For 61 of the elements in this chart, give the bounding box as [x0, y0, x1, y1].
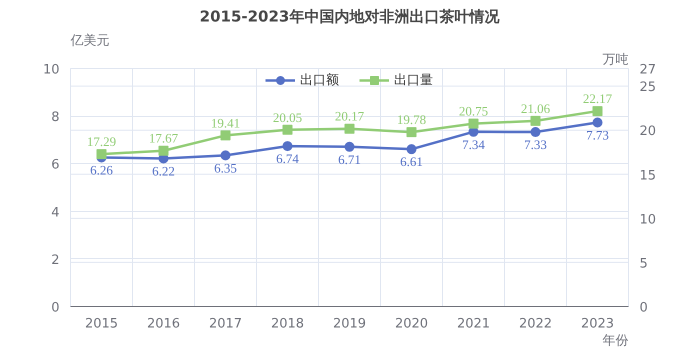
point [96, 149, 106, 160]
legend-label: 出口量 [394, 72, 433, 89]
x-tick-label: 2018 [270, 316, 304, 332]
point [530, 116, 540, 126]
point [220, 150, 230, 160]
data-label: 17.29 [86, 134, 116, 150]
data-label: 6.74 [276, 151, 300, 166]
data-label: 7.73 [586, 128, 609, 143]
point [592, 118, 602, 128]
data-label: 19.78 [396, 112, 426, 128]
data-label: 21.06 [520, 100, 551, 116]
point [592, 106, 602, 116]
y2-tick-label: 10 [640, 212, 656, 228]
legend-label: 出口额 [300, 72, 339, 89]
point [344, 142, 354, 152]
y2-axis-title: 万吨 [602, 52, 628, 68]
point [344, 124, 354, 134]
y2-tick-label: 15 [640, 168, 656, 184]
x-tick-label: 2020 [394, 316, 428, 332]
point [406, 127, 416, 138]
data-label: 20.05 [272, 110, 302, 125]
y-tick-label: 8 [51, 110, 60, 126]
data-label: 19.41 [210, 115, 240, 130]
y-tick-label: 6 [51, 158, 60, 173]
point [220, 130, 230, 140]
x-tick-label: 2015 [84, 316, 118, 332]
point [406, 144, 416, 154]
point [282, 141, 292, 152]
data-label: 7.34 [462, 136, 486, 152]
data-label: 6.22 [152, 163, 175, 178]
y2-tick-label: 25 [640, 80, 656, 96]
point [468, 118, 478, 129]
y-tick-label: 2 [51, 252, 60, 268]
data-label: 17.67 [148, 130, 179, 146]
y-tick-label: 4 [51, 205, 60, 220]
y-axis-title: 亿美元 [70, 32, 110, 48]
data-label: 7.33 [524, 137, 547, 152]
x-tick-label: 2019 [332, 316, 366, 332]
point [282, 124, 292, 135]
x-tick-label: 2021 [456, 316, 490, 332]
data-label: 6.35 [214, 160, 237, 176]
data-label: 6.61 [400, 154, 423, 170]
data-label: 20.17 [334, 108, 365, 124]
y2-tick-label: 27 [640, 62, 656, 78]
y2-tick-label: 0 [640, 300, 648, 316]
data-label: 20.75 [458, 104, 488, 119]
y-tick-label: 0 [51, 300, 60, 316]
x-axis-title: 年份 [602, 334, 628, 348]
x-tick-label: 2017 [208, 316, 242, 332]
y2-tick-label: 5 [640, 256, 648, 272]
y2-tick-label: 20 [640, 124, 656, 140]
y-tick-label: 10 [42, 62, 60, 78]
point [158, 146, 168, 156]
x-tick-label: 2016 [146, 316, 180, 332]
chart-title: 2015-2023年中国内地对非洲出口茶叶情况 [200, 8, 500, 26]
x-tick-label: 2023 [580, 316, 614, 332]
data-label: 6.71 [338, 152, 361, 167]
data-label: 6.26 [90, 162, 114, 178]
data-label: 22.17 [582, 91, 613, 106]
point [530, 127, 540, 138]
x-tick-label: 2022 [518, 316, 552, 332]
